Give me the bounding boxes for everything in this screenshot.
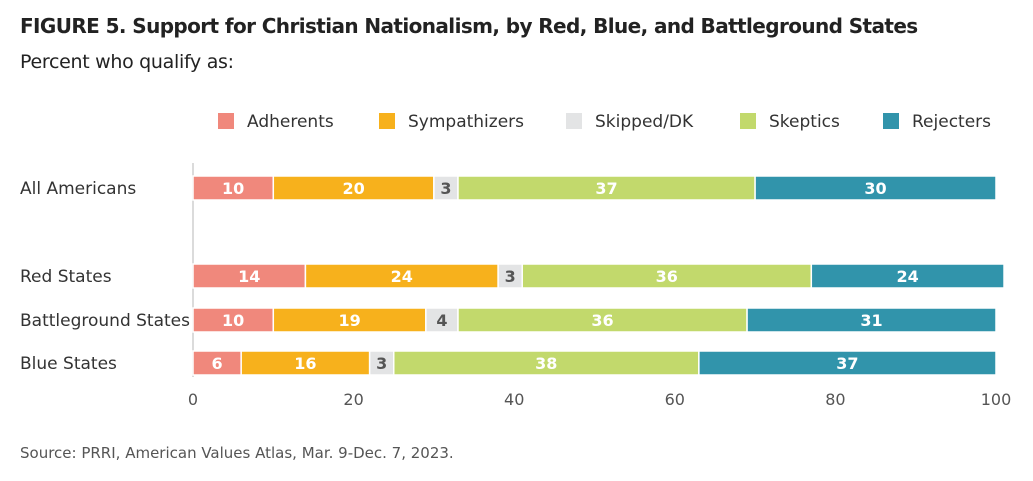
bar-label-all-americans-sympathizers: 20 bbox=[342, 179, 364, 198]
bar-all-americans-rejecters bbox=[754, 175, 997, 201]
legend-swatch-sympathizers bbox=[379, 113, 395, 129]
category-label-red-states: Red States bbox=[20, 267, 112, 287]
bar-label-blue-states-sympathizers: 16 bbox=[294, 354, 316, 373]
x-tick-label: 20 bbox=[343, 390, 363, 409]
x-tick-label: 60 bbox=[665, 390, 685, 409]
legend-label-adherents: Adherents bbox=[247, 112, 334, 132]
bar-battleground-states-rejecters bbox=[746, 307, 997, 333]
legend-swatch-adherents bbox=[218, 113, 234, 129]
legend-swatch-skipped-dk bbox=[566, 113, 582, 129]
category-label-all-americans: All Americans bbox=[20, 179, 136, 199]
x-tick-label: 80 bbox=[825, 390, 845, 409]
bar-label-red-states-rejecters: 24 bbox=[897, 267, 919, 286]
x-tick-label: 0 bbox=[188, 390, 198, 409]
chart-legend: Adherents Sympathizers Skipped/DK Skeptics R… bbox=[218, 112, 991, 132]
bar-label-all-americans-rejecters: 30 bbox=[864, 179, 886, 198]
bar-all-americans-adherents bbox=[192, 175, 275, 201]
x-tick-label: 40 bbox=[504, 390, 524, 409]
legend-label-skipped-dk: Skipped/DK bbox=[595, 112, 694, 132]
legend-label-skeptics: Skeptics bbox=[769, 112, 840, 132]
bar-blue-states-skeptics bbox=[393, 350, 700, 376]
bar-red-states-skeptics bbox=[521, 263, 813, 289]
bar-label-blue-states-rejecters: 37 bbox=[836, 354, 858, 373]
bar-red-states-adherents bbox=[192, 263, 307, 289]
legend-swatch-skeptics bbox=[740, 113, 756, 129]
bar-all-americans-skeptics bbox=[457, 175, 756, 201]
bar-blue-states-rejecters bbox=[698, 350, 997, 376]
bar-label-red-states-skeptics: 36 bbox=[656, 267, 678, 286]
bar-red-states-skipped-dk bbox=[497, 263, 523, 289]
bar-label-blue-states-adherents: 6 bbox=[212, 354, 223, 373]
category-label-blue-states: Blue States bbox=[20, 354, 117, 374]
chart-bars: 10 20 3 37 30 14 24 3 36 24 10 19 4 36 31 6 16 3 38 37 bbox=[192, 175, 1005, 376]
figure-source: Source: PRRI, American Values Atlas, Mar… bbox=[20, 444, 454, 462]
bar-red-states-sympathizers bbox=[304, 263, 499, 289]
legend-swatch-rejecters bbox=[883, 113, 899, 129]
bar-label-blue-states-skipped-dk: 3 bbox=[376, 354, 387, 373]
bar-blue-states-adherents bbox=[192, 350, 242, 376]
x-tick-labels: 0 20 40 60 80 100 bbox=[188, 390, 1011, 409]
category-labels: All Americans Red States Battleground Stat… bbox=[20, 179, 190, 374]
bar-label-battleground-states-skeptics: 36 bbox=[591, 311, 613, 330]
bar-red-states-rejecters bbox=[810, 263, 1005, 289]
bar-label-battleground-states-rejecters: 31 bbox=[860, 311, 882, 330]
figure-subtitle: Percent who qualify as: bbox=[20, 51, 234, 73]
bar-label-red-states-sympathizers: 24 bbox=[391, 267, 413, 286]
bar-all-americans-skipped-dk bbox=[433, 175, 459, 201]
bar-label-red-states-skipped-dk: 3 bbox=[505, 267, 516, 286]
category-label-battleground-states: Battleground States bbox=[20, 311, 190, 331]
bar-label-battleground-states-adherents: 10 bbox=[222, 311, 244, 330]
legend-label-sympathizers: Sympathizers bbox=[408, 112, 524, 132]
bar-label-blue-states-skeptics: 38 bbox=[535, 354, 557, 373]
bar-label-battleground-states-sympathizers: 19 bbox=[338, 311, 360, 330]
bar-battleground-states-sympathizers bbox=[272, 307, 427, 333]
bar-label-battleground-states-skipped-dk: 4 bbox=[436, 311, 447, 330]
bar-label-red-states-adherents: 14 bbox=[238, 267, 260, 286]
legend-label-rejecters: Rejecters bbox=[912, 112, 991, 132]
figure-title: FIGURE 5. Support for Christian National… bbox=[20, 14, 918, 38]
bar-battleground-states-adherents bbox=[192, 307, 275, 333]
bar-label-all-americans-skipped-dk: 3 bbox=[440, 179, 451, 198]
bar-blue-states-sympathizers bbox=[240, 350, 371, 376]
bar-label-all-americans-skeptics: 37 bbox=[595, 179, 617, 198]
x-tick-label: 100 bbox=[981, 390, 1012, 409]
bar-label-all-americans-adherents: 10 bbox=[222, 179, 244, 198]
